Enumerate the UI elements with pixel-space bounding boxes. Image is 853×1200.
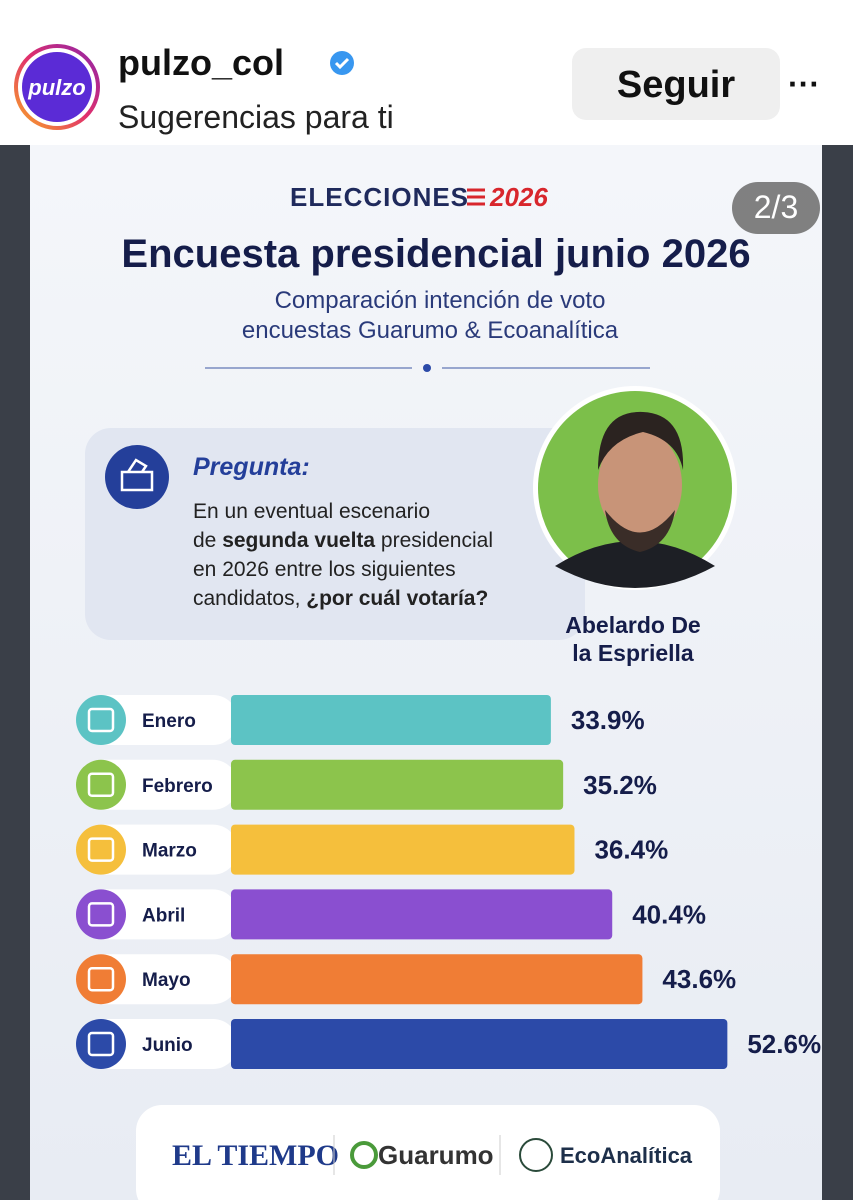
logo-box: [136, 1105, 720, 1200]
chart-subtitle: Comparación intención de voto: [275, 287, 606, 314]
month-icon-bg: [76, 1019, 126, 1069]
logo-ecoanalitica: EcoAnalítica: [560, 1143, 693, 1168]
value-label: 43.6%: [662, 964, 736, 994]
candidate-hair: [598, 411, 684, 470]
kicker-year: 2026: [489, 182, 548, 212]
candidate-face: [598, 430, 682, 540]
value-label: 36.4%: [594, 835, 668, 865]
question-segment: candidatos,: [193, 587, 306, 610]
category-label: Junio: [142, 1035, 193, 1056]
month-icon-bg: [76, 759, 126, 810]
chart-title: Encuesta presidencial junio 2026: [121, 232, 750, 276]
question-label: Pregunta:: [193, 453, 310, 481]
bar: [231, 954, 643, 1005]
value-label: 52.6%: [747, 1029, 821, 1059]
logo-el-tiempo: EL TIEMPO: [172, 1139, 339, 1172]
verified-check: [334, 57, 350, 70]
avatar[interactable]: [22, 52, 92, 122]
calendar-icon: [87, 837, 115, 862]
bar: [231, 889, 613, 940]
avatar-ring[interactable]: [14, 44, 100, 130]
chart-subtitle: encuestas Guarumo & Ecoanalítica: [242, 317, 619, 344]
counter-pill: [732, 182, 820, 234]
bar: [231, 1019, 728, 1069]
value-label: 33.9%: [571, 705, 645, 735]
candidate-name: la Espriella: [572, 640, 694, 666]
calendar-icon: [87, 902, 115, 927]
question-line: candidatos, ¿por cuál votaría?: [193, 587, 488, 610]
calendar-icon: [87, 966, 115, 992]
category-label: Marzo: [142, 841, 197, 862]
candidate-suit: [555, 541, 715, 588]
candidate-beard: [605, 510, 675, 552]
kicker: ELECCIONES: [290, 182, 469, 212]
username[interactable]: pulzo_col: [118, 42, 284, 83]
follow-text: Seguir: [617, 64, 735, 106]
question-segment: de: [193, 529, 222, 552]
question-segment: segunda vuelta: [222, 529, 375, 552]
category-label: Enero: [142, 711, 196, 732]
category-label: Mayo: [142, 970, 191, 991]
more-button[interactable]: ···: [788, 66, 820, 102]
month-icon-bg: [76, 889, 126, 940]
bar: [231, 695, 551, 745]
bar: [231, 759, 564, 810]
avatar-text: pulzo: [27, 75, 85, 100]
category-label: Febrero: [142, 776, 213, 797]
bar-chart: Enero 33.9% Febrero 35.2% Marzo 36.4% Abril 40.…: [76, 695, 821, 1069]
eco-mark: [519, 1138, 553, 1172]
guarumo-mark: [350, 1141, 378, 1169]
logo-guarumo: Guarumo: [378, 1140, 494, 1170]
question-segment: En un eventual escenario: [193, 500, 430, 523]
question-line: En un eventual escenario: [193, 500, 430, 523]
value-label: 40.4%: [632, 899, 706, 929]
month-icon-bg: [76, 695, 126, 745]
question-line: de segunda vuelta presidencial: [193, 529, 493, 552]
month-icon-bg: [76, 824, 126, 875]
value-label: 35.2%: [583, 770, 657, 800]
candidate-name: Abelardo De: [565, 612, 700, 638]
counter: 2/3: [754, 189, 798, 225]
calendar-icon: [87, 772, 115, 798]
question-segment: en 2026 entre los siguientes: [193, 558, 456, 581]
category-label: Abril: [142, 905, 185, 926]
question-segment: ¿por cuál votaría?: [306, 587, 488, 610]
subtitle: Sugerencias para ti: [118, 99, 394, 135]
question-segment: presidencial: [375, 529, 493, 552]
question-text: En un eventual escenario de segunda vuelt…: [193, 500, 493, 610]
month-icon-bg: [76, 954, 126, 1005]
question-box: [85, 428, 585, 640]
question-icon: [105, 445, 169, 509]
calendar-icon: [87, 707, 115, 733]
follow-button[interactable]: [572, 48, 780, 120]
calendar-icon: [87, 1031, 115, 1057]
ballot-icon: [120, 458, 154, 492]
bar: [231, 824, 575, 875]
kicker-flag: [467, 188, 485, 206]
divider-dot: [423, 364, 431, 372]
question-line: en 2026 entre los siguientes: [193, 558, 456, 581]
